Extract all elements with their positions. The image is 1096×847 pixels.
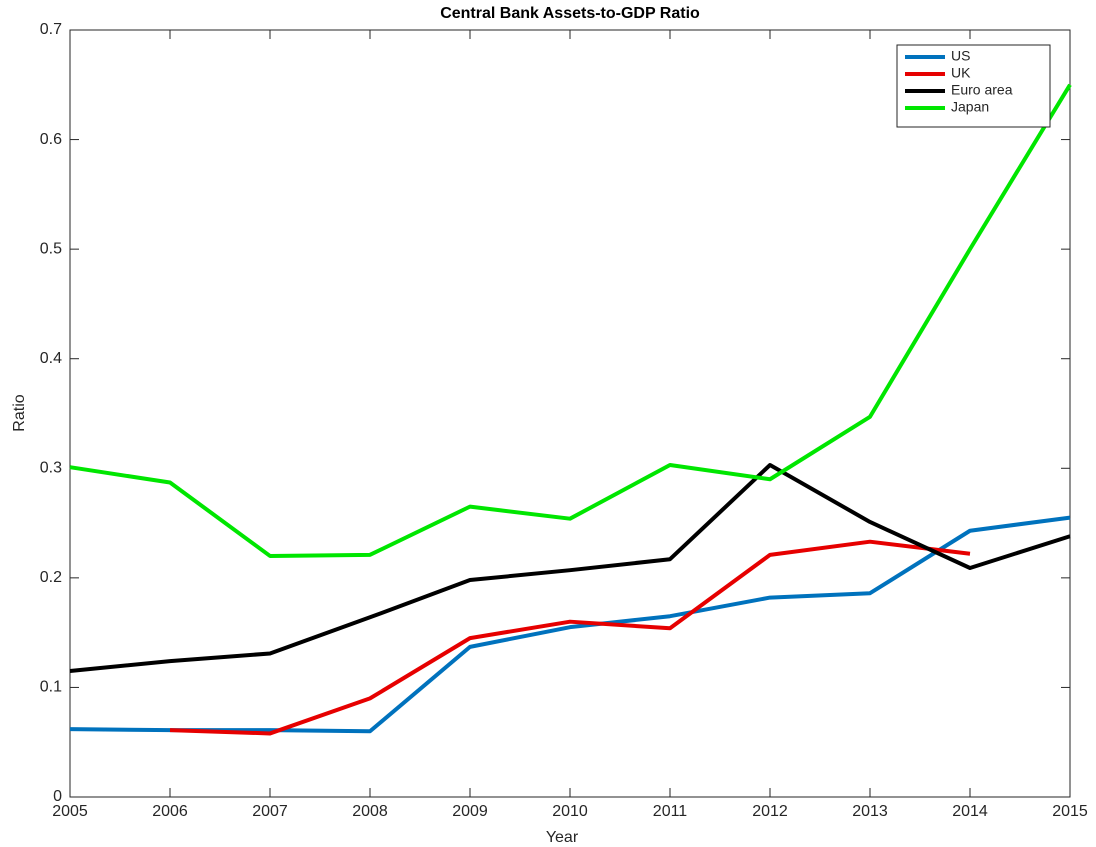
line — [169, 539, 971, 736]
x-tick-label: 2006 — [152, 803, 188, 820]
x-tick-label: 2010 — [552, 803, 588, 820]
x-tick-label: 2008 — [352, 803, 388, 820]
y-tick-label: 0.6 — [40, 131, 62, 148]
x-tick-label: 2012 — [752, 803, 788, 820]
chart-title: Central Bank Assets-to-GDP Ratio — [440, 5, 700, 22]
plot-frame — [69, 29, 1071, 798]
x-tick-label: 2009 — [452, 803, 488, 820]
y-axis-label: Ratio — [11, 394, 28, 431]
line — [69, 515, 1071, 734]
legend-label: Japan — [951, 99, 989, 115]
x-tick-label: 2007 — [252, 803, 288, 820]
y-tick-label: 0.7 — [40, 21, 62, 38]
y-tick-label: 0.5 — [40, 240, 62, 257]
line — [69, 462, 1071, 673]
x-tick-label: 2014 — [952, 803, 988, 820]
y-tick-label: 0 — [53, 788, 62, 805]
legend-label: US — [951, 48, 970, 64]
legend-label: UK — [951, 65, 971, 81]
x-axis-label: Year — [546, 829, 579, 846]
y-tick-label: 0.3 — [40, 460, 62, 477]
y-tick-label: 0.2 — [40, 569, 62, 586]
x-tick-label: 2011 — [653, 803, 688, 820]
x-tick-label: 2013 — [852, 803, 888, 820]
legend-label: Euro area — [951, 82, 1013, 98]
y-tick-label: 0.4 — [40, 350, 62, 367]
x-tick-label: 2005 — [52, 803, 88, 820]
line — [69, 83, 1072, 558]
x-tick-label: 2015 — [1052, 803, 1088, 820]
y-tick-label: 0.1 — [40, 679, 62, 696]
